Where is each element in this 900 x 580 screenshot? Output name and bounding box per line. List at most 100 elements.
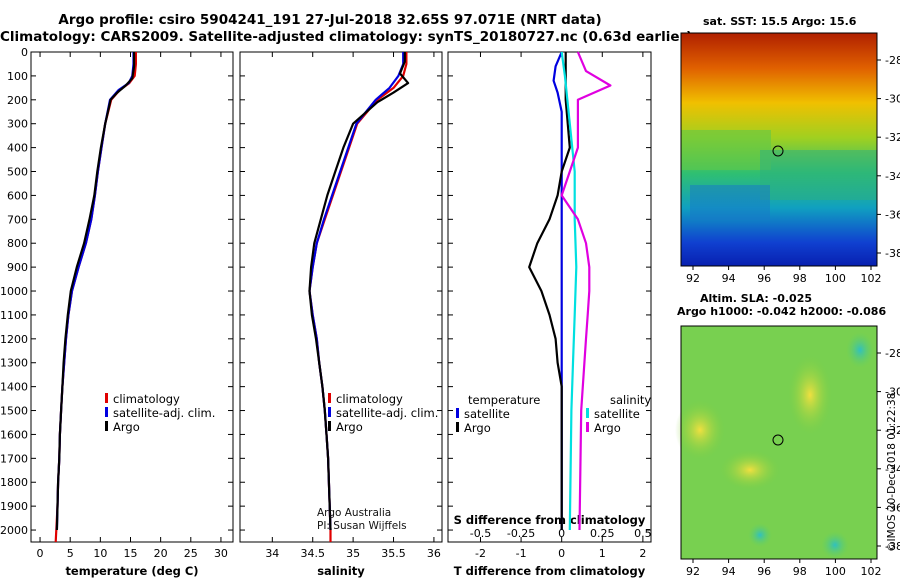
- sst-map: [680, 32, 878, 267]
- x-tick-label: -1: [516, 547, 527, 560]
- sla-lon-label: 96: [757, 565, 771, 578]
- diff-legend-sal-argo: Argo: [594, 421, 621, 435]
- depth-tick-label: 800: [7, 237, 28, 250]
- argo-location-marker-sst: [772, 145, 784, 157]
- imos-footer: ©IMOS 20-Dec-2018 01:22:38: [886, 392, 898, 552]
- sla-lat-label: -32: [885, 424, 900, 437]
- legend-swatch-satellite: [456, 408, 459, 418]
- x-tick-top-label: 0.5: [634, 527, 652, 540]
- depth-tick-label: 1600: [0, 428, 28, 441]
- panel-frame-difference: [447, 51, 652, 543]
- x-tick-label: 15: [123, 547, 137, 560]
- legend-swatch-climatology: [105, 393, 108, 403]
- depth-tick-label: 1900: [0, 500, 28, 513]
- legend-swatch-climatology: [328, 393, 331, 403]
- sst-lat-label: -38: [885, 247, 900, 260]
- depth-tick-label: 1400: [0, 381, 28, 394]
- sst-lon-label: 98: [793, 272, 807, 285]
- sla-lat-label: -30: [885, 386, 900, 399]
- legend-swatch-argo: [105, 421, 108, 431]
- x-tick-top-label: -0.5: [470, 527, 491, 540]
- series-line-temperature-argo: [528, 52, 571, 530]
- credit-line-1: Argo Australia: [317, 507, 392, 519]
- diff-legend-salinity-title: salinity: [610, 393, 652, 407]
- depth-tick-label: 1200: [0, 333, 28, 346]
- sla-map: [675, 325, 878, 560]
- x-axis-label-top: S difference from climatology: [454, 513, 646, 527]
- legend-swatch-satellite: [328, 407, 331, 417]
- depth-tick-label: 600: [7, 189, 28, 202]
- depth-tick-label: 300: [7, 118, 28, 131]
- series-line-temperature-satellite: [552, 51, 563, 530]
- sst-lon-label: 102: [861, 272, 882, 285]
- x-axis-label: salinity: [317, 564, 365, 578]
- sst-lon-label: 92: [686, 272, 700, 285]
- x-tick-top-label: 0.25: [590, 527, 615, 540]
- sla-lat-label: -38: [885, 540, 900, 553]
- x-tick-label: 0: [37, 547, 44, 560]
- sst-lat-label: -36: [885, 208, 900, 221]
- depth-tick-label: 400: [7, 142, 28, 155]
- x-axis-label: T difference from climatology: [454, 564, 646, 578]
- sst-map-title: sat. SST: 15.5 Argo: 15.6: [703, 15, 857, 28]
- legend-label-climatology: climatology: [113, 392, 180, 406]
- series-line-argo: [308, 52, 410, 531]
- x-tick-label: 35: [346, 547, 360, 560]
- legend-swatch-argo: [328, 421, 331, 431]
- x-tick-label: 10: [93, 547, 107, 560]
- title-line-1: Argo profile: csiro 5904241_191 27-Jul-2…: [58, 12, 602, 28]
- depth-tick-label: 500: [7, 166, 28, 179]
- sla-lon-label: 94: [722, 565, 736, 578]
- x-tick-top-label: 0: [558, 527, 565, 540]
- x-tick-label: 34.5: [300, 547, 325, 560]
- panel-frame-temperature: [30, 51, 234, 543]
- legend-swatch-sat-salinity: [586, 408, 589, 418]
- x-tick-label: 35.5: [381, 547, 406, 560]
- x-tick-label: -2: [475, 547, 486, 560]
- depth-tick-label: 1300: [0, 357, 28, 370]
- sst-lat-label: -34: [885, 170, 900, 183]
- depth-tick-label: 0: [21, 46, 28, 59]
- series-line-salinity-satellite: [560, 51, 578, 531]
- sst-lon-label: 96: [757, 272, 771, 285]
- series-line-climatology: [308, 52, 408, 542]
- x-tick-label: 0: [558, 547, 565, 560]
- legend-label-satellite: satellite-adj. clim.: [336, 406, 439, 420]
- sla-lon-label: 92: [686, 565, 700, 578]
- title-line-2: Climatology: CARS2009. Satellite-adjuste…: [0, 29, 693, 45]
- legend-swatch-argo-salinity: [586, 422, 589, 432]
- x-tick-label: 5: [67, 547, 74, 560]
- sla-lat-label: -36: [885, 501, 900, 514]
- depth-tick-label: 700: [7, 213, 28, 226]
- sla-map-title-2: Argo h1000: -0.042 h2000: -0.086: [677, 305, 887, 318]
- diff-legend-temp-satellite: satellite: [464, 407, 510, 421]
- x-tick-label: 34: [265, 547, 279, 560]
- x-tick-label: 2: [639, 547, 646, 560]
- series-line-satellite-adj-clim-: [55, 52, 135, 531]
- temperature-legend: climatology satellite-adj. clim. Argo: [105, 392, 215, 434]
- sst-lat-label: -32: [885, 131, 900, 144]
- x-tick-label: 20: [154, 547, 168, 560]
- legend-label-argo: Argo: [336, 420, 363, 434]
- depth-tick-label: 200: [7, 94, 28, 107]
- x-axis-label: temperature (deg C): [65, 564, 198, 578]
- x-tick-label: 30: [214, 547, 228, 560]
- sla-lon-label: 100: [825, 565, 846, 578]
- depth-tick-label: 1800: [0, 476, 28, 489]
- sla-map-title-1: Altim. SLA: -0.025: [700, 292, 813, 305]
- diff-legend-temp-argo: Argo: [464, 421, 491, 435]
- sst-lon-label: 94: [722, 272, 736, 285]
- sst-lat-label: -28: [885, 54, 900, 67]
- legend-label-satellite: satellite-adj. clim.: [113, 406, 216, 420]
- sla-lat-label: -34: [885, 463, 900, 476]
- sst-lon-label: 100: [825, 272, 846, 285]
- diff-temperature-legend: temperature satellite Argo: [456, 393, 540, 435]
- x-tick-label: 1: [599, 547, 606, 560]
- diff-legend-sal-satellite: satellite: [594, 407, 640, 421]
- series-line-climatology: [54, 52, 137, 543]
- series-line-salinity-argo: [560, 51, 612, 531]
- sst-lat-label: -30: [885, 93, 900, 106]
- series-line-satellite-adj-clim-: [308, 52, 405, 531]
- salinity-legend: climatology satellite-adj. clim. Argo: [328, 392, 438, 434]
